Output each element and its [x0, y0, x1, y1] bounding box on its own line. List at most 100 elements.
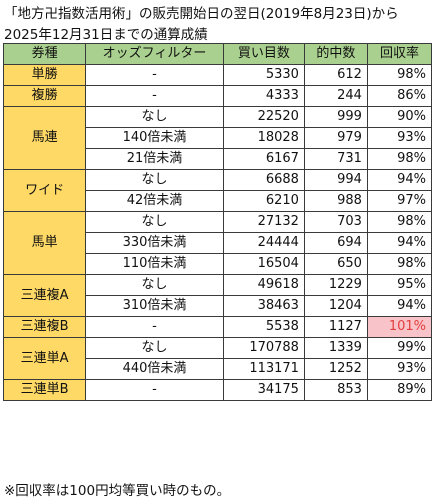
rate-cell: 86% — [366, 85, 433, 107]
footnote: ※回収率は100円均等買い時のもの。 — [4, 483, 231, 499]
bet-type-cell: ワイド — [2, 169, 87, 212]
table-row: 三連複A なし 49618 1229 95% — [2, 274, 433, 317]
rate-cell: 90% — [366, 106, 433, 128]
rate-cell: 98% — [366, 148, 433, 170]
header-filter: オッズフィルター — [85, 43, 224, 65]
rate-cell: 98% — [366, 64, 433, 86]
table-row: 330倍未満 24444 694 94% — [4, 232, 433, 254]
bets-cell: 5330 — [222, 64, 305, 86]
filter-cell: 310倍未満 — [85, 295, 224, 317]
hits-cell: 1252 — [303, 358, 368, 380]
title-line-2: 2025年12月31日までの通算成績 — [4, 27, 208, 43]
filter-cell: - — [85, 64, 224, 86]
hits-cell: 650 — [303, 253, 368, 275]
hits-cell: 979 — [303, 127, 368, 149]
rate-cell: 101% — [366, 316, 433, 338]
header-kind: 券種 — [2, 43, 87, 65]
table-row: 複勝 -4333 244 86% — [2, 85, 433, 107]
filter-cell: 21倍未満 — [85, 148, 224, 170]
bets-cell: 38463 — [222, 295, 305, 317]
filter-cell: 42倍未満 — [85, 190, 224, 212]
table-row: 馬単 なし 27132 703 98% — [2, 211, 433, 275]
bet-type-cell: 三連複B — [2, 316, 87, 338]
bets-cell: 170788 — [222, 337, 305, 359]
hits-cell: 703 — [303, 211, 368, 233]
rate-cell: 89% — [366, 379, 433, 401]
rate-cell: 98% — [366, 253, 433, 275]
filter-cell: - — [85, 316, 224, 338]
hits-cell: 1127 — [303, 316, 368, 338]
table-row: 42倍未満 6210 988 97% — [4, 190, 433, 212]
bets-cell: 18028 — [222, 127, 305, 149]
filter-cell: 140倍未満 — [85, 127, 224, 149]
bet-type-cell: 三連単A — [2, 337, 87, 380]
filter-cell: 330倍未満 — [85, 232, 224, 254]
filter-cell: なし — [85, 337, 224, 359]
results-table: 券種 オッズフィルター 買い目数 的中数 回収率 単勝 -5330 612 98% 複勝… — [2, 43, 433, 401]
rate-cell: 93% — [366, 358, 433, 380]
bets-cell: 5538 — [222, 316, 305, 338]
bets-cell: 34175 — [222, 379, 305, 401]
hits-cell: 988 — [303, 190, 368, 212]
hits-cell: 1229 — [303, 274, 368, 296]
table-row: 140倍未満 18028 979 93% — [4, 127, 433, 149]
bet-type-cell: 単勝 — [2, 64, 87, 86]
bets-cell: 16504 — [222, 253, 305, 275]
hits-cell: 731 — [303, 148, 368, 170]
bets-cell: 49618 — [222, 274, 305, 296]
table-row: 三連単A なし 170788 1339 99% — [2, 337, 433, 380]
table-row: ワイド なし 6688 994 94% — [2, 169, 433, 212]
hits-cell: 1339 — [303, 337, 368, 359]
bets-cell: 6167 — [222, 148, 305, 170]
bets-cell: 6688 — [222, 169, 305, 191]
filter-cell: なし — [85, 211, 224, 233]
page-title: 「地方卍指数活用術」の販売開始日の翌日(2019年8月23日)から 2025年1… — [4, 4, 434, 46]
filter-cell: なし — [85, 169, 224, 191]
rate-cell: 99% — [366, 337, 433, 359]
rate-cell: 95% — [366, 274, 433, 296]
title-line-1: 「地方卍指数活用術」の販売開始日の翌日(2019年8月23日)から — [4, 6, 399, 22]
bets-cell: 27132 — [222, 211, 305, 233]
rate-cell: 98% — [366, 211, 433, 233]
table-body: 単勝 -5330 612 98% 複勝 -4333 244 86% 馬連 なし 22520 999 90… — [2, 64, 433, 401]
bet-type-cell: 三連複A — [2, 274, 87, 317]
hits-cell: 244 — [303, 85, 368, 107]
hits-cell: 999 — [303, 106, 368, 128]
hits-cell: 1204 — [303, 295, 368, 317]
filter-cell: 440倍未満 — [85, 358, 224, 380]
header-row: 券種 オッズフィルター 買い目数 的中数 回収率 — [2, 43, 433, 65]
filter-cell: 110倍未満 — [85, 253, 224, 275]
filter-cell: - — [85, 85, 224, 107]
bets-cell: 6210 — [222, 190, 305, 212]
header-bets: 買い目数 — [222, 43, 305, 65]
hits-cell: 694 — [303, 232, 368, 254]
table-row: 三連単B -34175 853 89% — [2, 379, 433, 401]
filter-cell: - — [85, 379, 224, 401]
rate-cell: 93% — [366, 127, 433, 149]
bet-type-cell: 馬連 — [2, 106, 87, 170]
bets-cell: 24444 — [222, 232, 305, 254]
hits-cell: 853 — [303, 379, 368, 401]
table-row: 110倍未満 16504 650 98% — [4, 253, 433, 275]
table-row: 21倍未満 6167 731 98% — [4, 148, 433, 170]
bets-cell: 4333 — [222, 85, 305, 107]
hits-cell: 994 — [303, 169, 368, 191]
rate-cell: 94% — [366, 295, 433, 317]
bets-cell: 22520 — [222, 106, 305, 128]
bet-type-cell: 三連単B — [2, 379, 87, 401]
bets-cell: 113171 — [222, 358, 305, 380]
bet-type-cell: 馬単 — [2, 211, 87, 275]
header-rate: 回収率 — [366, 43, 433, 65]
rate-cell: 97% — [366, 190, 433, 212]
header-hits: 的中数 — [303, 43, 368, 65]
table-row: 馬連 なし 22520 999 90% — [2, 106, 433, 170]
bet-type-cell: 複勝 — [2, 85, 87, 107]
rate-cell: 94% — [366, 232, 433, 254]
table-row: 単勝 -5330 612 98% — [2, 64, 433, 86]
filter-cell: なし — [85, 106, 224, 128]
table-row: 三連複B -5538 1127 101% — [2, 316, 433, 338]
table-row: 310倍未満 38463 1204 94% — [4, 295, 433, 317]
filter-cell: なし — [85, 274, 224, 296]
rate-cell: 94% — [366, 169, 433, 191]
hits-cell: 612 — [303, 64, 368, 86]
